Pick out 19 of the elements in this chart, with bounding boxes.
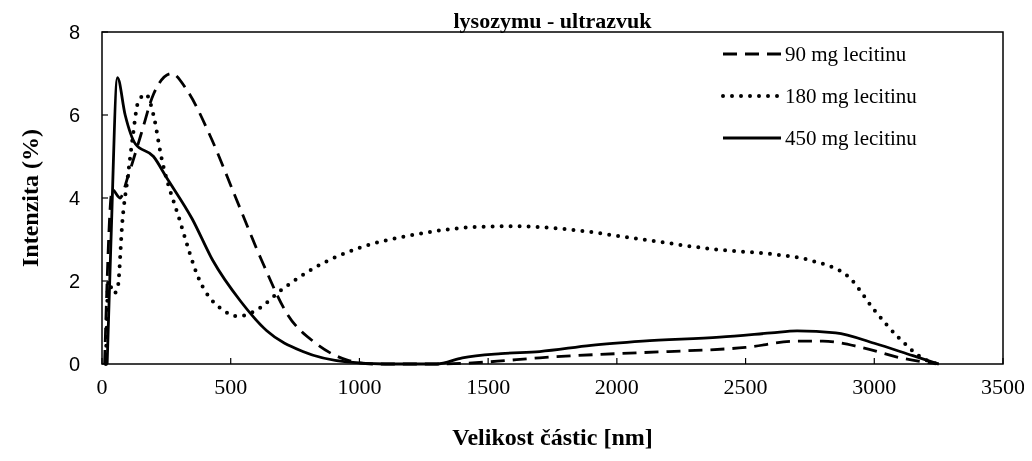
x-axis-title: Velikost částic [nm] — [452, 424, 653, 450]
x-tick-label: 0 — [96, 374, 108, 399]
x-tick-label: 2500 — [723, 374, 768, 399]
x-tick-label: 3000 — [852, 374, 897, 399]
x-tick-label: 1500 — [466, 374, 511, 399]
y-axis-title: Intenzita (%) — [17, 129, 43, 267]
y-tick-label: 0 — [68, 353, 80, 375]
y-tick-label: 8 — [68, 21, 80, 43]
legend-label: 90 mg lecitinu — [785, 42, 907, 66]
legend-label: 450 mg lecitinu — [785, 126, 918, 150]
x-tick-label: 1000 — [337, 374, 382, 399]
x-tick-label: 3500 — [981, 374, 1025, 399]
chart-title: lysozymu - ultrazvuk — [453, 8, 653, 33]
x-tick-label: 500 — [214, 374, 248, 399]
y-tick-label: 6 — [68, 104, 80, 126]
x-tick-label: 2000 — [594, 374, 639, 399]
y-tick-label: 4 — [68, 187, 80, 209]
legend-label: 180 mg lecitinu — [785, 84, 918, 108]
y-tick-label: 2 — [68, 270, 80, 292]
